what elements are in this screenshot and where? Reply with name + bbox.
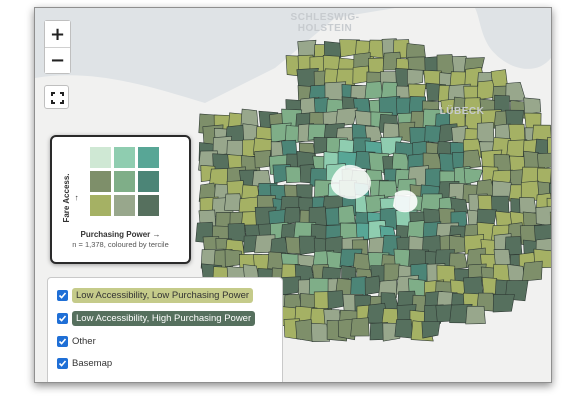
zoom-control: + −: [44, 20, 71, 74]
legend-x-axis-label: Purchasing Power →: [80, 230, 161, 239]
layer-control: Low Accessibility, Low Purchasing Power …: [47, 277, 283, 382]
region-polygon[interactable]: [537, 152, 551, 171]
region-polygon[interactable]: [407, 69, 424, 86]
region-polygon[interactable]: [378, 95, 401, 118]
layer-row-other[interactable]: Other: [57, 333, 96, 349]
layer-row-basemap[interactable]: Basemap: [57, 355, 112, 371]
legend-cell-r1-c2: [138, 171, 159, 192]
region-polygon[interactable]: [295, 319, 315, 342]
legend-cell-r0-c2: [138, 147, 159, 168]
legend-note: n = 1,378, coloured by tercile: [72, 240, 169, 249]
region-polygon[interactable]: [448, 252, 468, 271]
layer-row-low-low[interactable]: Low Accessibility, Low Purchasing Power: [57, 287, 254, 303]
region-polygon[interactable]: [381, 81, 400, 99]
checkbox-checked-icon[interactable]: [57, 312, 68, 324]
layer-row-low-high[interactable]: Low Accessibility, High Purchasing Power: [57, 310, 256, 326]
region-polygon[interactable]: [280, 276, 302, 296]
region-polygon[interactable]: [535, 206, 551, 227]
urban-core: [330, 164, 371, 200]
region-polygon[interactable]: [394, 319, 414, 339]
region-polygon[interactable]: [350, 317, 370, 337]
region-polygon[interactable]: [352, 65, 370, 85]
region-polygon[interactable]: [364, 81, 384, 100]
region-polygon[interactable]: [364, 275, 381, 296]
region-polygon[interactable]: [298, 235, 317, 255]
legend-cell-r0-c0: [90, 147, 111, 168]
region-polygon[interactable]: [536, 167, 551, 185]
map-label-schleswig-holstein: SCHLESWIG- HOLSTEIN: [290, 12, 360, 34]
baltic-water: [475, 8, 551, 69]
region-polygon[interactable]: [338, 205, 356, 225]
legend-cell-r1-c0: [90, 171, 111, 192]
region-polygon[interactable]: [311, 322, 330, 343]
legend-cell-r1-c1: [114, 171, 135, 192]
zoom-in-button[interactable]: +: [45, 21, 70, 47]
region-polygon[interactable]: [547, 137, 552, 156]
legend-cell-r2-c0: [90, 195, 111, 216]
zoom-out-button[interactable]: −: [45, 47, 70, 73]
region-polygon[interactable]: [507, 264, 525, 282]
map-frame[interactable]: SCHLESWIG- HOLSTEIN LÜBECK + − Fare Acce…: [34, 7, 552, 383]
region-polygon[interactable]: [492, 293, 515, 313]
region-polygon[interactable]: [462, 149, 482, 169]
map-label-luebeck: LÜBECK: [439, 106, 485, 117]
layer-label-low-high: Low Accessibility, High Purchasing Power: [72, 310, 256, 326]
region-polygon[interactable]: [523, 97, 542, 115]
urban-patch: [393, 190, 418, 213]
region-polygon[interactable]: [327, 290, 344, 310]
checkbox-checked-icon[interactable]: [57, 357, 68, 369]
legend-cell-r2-c2: [138, 195, 159, 216]
region-polygon[interactable]: [254, 150, 271, 169]
region-polygon[interactable]: [465, 305, 486, 325]
fullscreen-icon: [51, 92, 64, 104]
region-polygon[interactable]: [508, 123, 526, 142]
region-polygon[interactable]: [522, 260, 543, 282]
legend-y-axis-label: Fare Access. →: [62, 173, 80, 223]
region-polygon[interactable]: [421, 321, 441, 339]
checkbox-checked-icon[interactable]: [57, 335, 68, 347]
checkbox-checked-icon[interactable]: [57, 289, 68, 301]
region-polygons[interactable]: [195, 38, 552, 343]
region-polygon[interactable]: [523, 150, 540, 170]
fullscreen-button[interactable]: [44, 85, 69, 109]
legend-cell-r0-c1: [114, 147, 135, 168]
layer-label-basemap: Basemap: [72, 357, 113, 369]
region-polygon[interactable]: [476, 122, 495, 145]
layer-label-other: Other: [72, 335, 96, 347]
bivariate-legend: Fare Access. → Purchasing Power → n = 1,…: [50, 135, 191, 264]
layer-label-low-low: Low Accessibility, Low Purchasing Power: [72, 287, 254, 303]
region-polygon[interactable]: [283, 206, 301, 225]
legend-cell-r2-c1: [114, 195, 135, 216]
region-polygon[interactable]: [285, 236, 302, 255]
